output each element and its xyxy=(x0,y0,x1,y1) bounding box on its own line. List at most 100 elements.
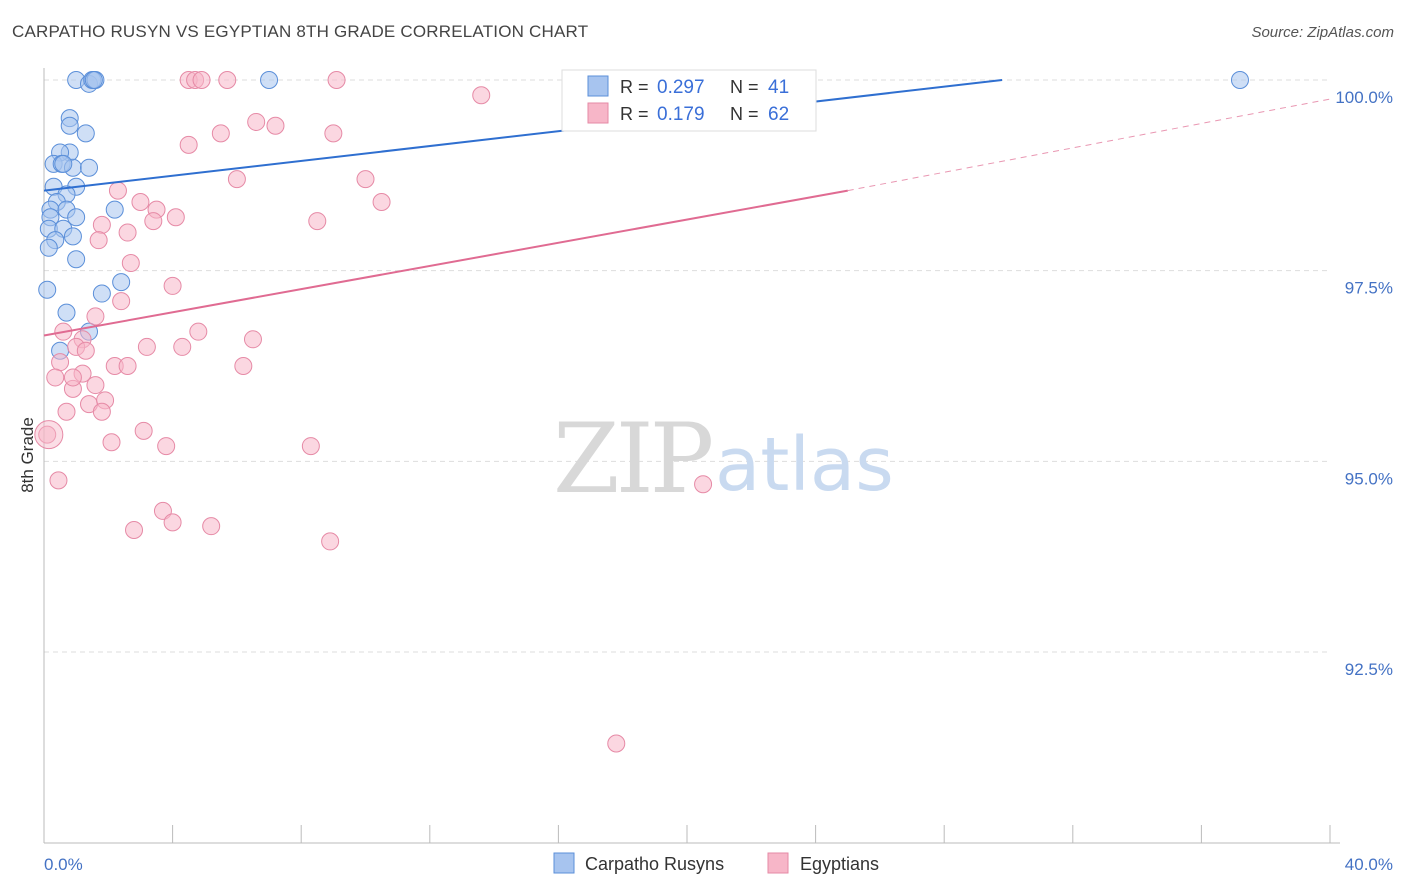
egyptian-point xyxy=(102,433,121,452)
egyptian-point xyxy=(92,215,111,234)
y-tick-label: 100.0% xyxy=(1335,88,1393,107)
y-tick-label: 97.5% xyxy=(1345,279,1393,298)
carpatho-rusyn-point xyxy=(84,71,103,89)
egyptian-point xyxy=(112,292,131,311)
egyptian-point xyxy=(301,437,320,456)
legend-r-label-blue: R = xyxy=(620,77,649,97)
egyptian-point xyxy=(694,475,713,494)
bottom-legend: Carpatho Rusyns Egyptians xyxy=(553,852,879,874)
egyptian-point xyxy=(163,276,182,295)
source-label: Source: ZipAtlas.com xyxy=(1251,24,1394,41)
carpatho-rusyn-point xyxy=(105,200,124,219)
egyptian-point xyxy=(327,71,346,89)
egyptian-point xyxy=(121,254,140,273)
egyptian-point xyxy=(51,353,70,372)
egyptian-point xyxy=(137,337,156,356)
pink-trend-extension xyxy=(847,98,1331,192)
egyptian-point xyxy=(218,71,237,89)
bottom-legend-label-pink: Egyptians xyxy=(800,854,879,874)
egyptian-point xyxy=(92,402,111,421)
legend-n-label-blue: N = xyxy=(730,77,759,97)
egyptian-point xyxy=(243,330,262,349)
carpatho-rusyn-point xyxy=(112,273,131,292)
egyptian-point xyxy=(89,231,108,250)
legend-r-value-blue: 0.297 xyxy=(657,77,705,98)
egyptian-point xyxy=(163,513,182,532)
carpatho-rusyn-point xyxy=(92,284,111,303)
egyptian-point xyxy=(247,112,266,131)
legend-n-value-pink: 62 xyxy=(768,104,789,125)
carpatho-rusyn-point xyxy=(38,280,57,299)
carpatho-rusyn-point xyxy=(80,158,99,177)
egyptian-point xyxy=(63,368,82,387)
carpatho-rusyn-point xyxy=(54,154,73,173)
egyptian-point xyxy=(173,337,192,356)
egyptian-point xyxy=(166,208,185,227)
carpatho-rusyn-point xyxy=(67,208,86,227)
y-tick-label: 92.5% xyxy=(1345,660,1393,679)
legend-swatch-pink xyxy=(587,102,609,124)
y-axis-label: 8th Grade xyxy=(18,417,37,493)
carpatho-rusyn-point xyxy=(67,250,86,269)
egyptian-point xyxy=(134,421,153,440)
y-tick-labels: 92.5% 95.0% 97.5% 100.0% xyxy=(1335,88,1393,679)
egyptian-point xyxy=(211,124,230,143)
egyptian-point xyxy=(227,170,246,189)
watermark-atlas: atlas xyxy=(715,422,894,508)
bottom-legend-swatch-blue xyxy=(553,852,575,874)
carpatho-rusyn-point xyxy=(57,303,76,322)
egyptian-point xyxy=(192,71,211,89)
x-tick-label: 40.0% xyxy=(1345,855,1393,874)
egyptian-point xyxy=(321,532,340,551)
watermark-zip: ZIP xyxy=(553,403,712,515)
axes xyxy=(43,68,1340,844)
egyptian-point xyxy=(607,734,626,753)
egyptian-point xyxy=(189,322,208,341)
egyptian-point xyxy=(144,212,163,231)
x-tick-label: 0.0% xyxy=(44,855,83,874)
egyptian-point xyxy=(356,170,375,189)
watermark: ZIP atlas xyxy=(553,403,894,515)
trend-lines xyxy=(43,79,1331,337)
egyptian-point xyxy=(118,357,137,375)
egyptian-point xyxy=(179,135,198,154)
carpatho-rusyn-point xyxy=(39,238,58,257)
egyptian-point xyxy=(57,402,76,421)
chart-title: CARPATHO RUSYN VS EGYPTIAN 8TH GRADE COR… xyxy=(12,22,589,41)
legend-r-label-pink: R = xyxy=(620,104,649,124)
egyptian-point xyxy=(86,376,105,395)
egyptian-point xyxy=(125,520,144,539)
y-tick-label: 95.0% xyxy=(1345,469,1393,488)
legend-swatch-blue xyxy=(587,75,609,97)
egyptian-point xyxy=(372,193,391,212)
egyptian-point xyxy=(118,223,137,242)
egyptian-point xyxy=(472,86,491,105)
egyptian-point xyxy=(266,116,285,135)
egyptian-point xyxy=(49,471,68,490)
carpatho-rusyn-point xyxy=(76,124,95,143)
egyptian-point xyxy=(131,193,150,212)
bottom-legend-swatch-pink xyxy=(767,852,789,874)
legend-box: R = 0.297 N = 41 R = 0.179 N = 62 xyxy=(561,69,817,132)
carpatho-rusyn-point xyxy=(60,116,79,135)
egyptian-point xyxy=(108,181,127,200)
blue-trend-line xyxy=(43,79,1003,192)
carpatho-rusyn-point xyxy=(1230,71,1249,89)
legend-n-label-pink: N = xyxy=(730,104,759,124)
egyptian-point xyxy=(234,357,253,375)
egyptian-point xyxy=(38,425,57,444)
egyptian-point xyxy=(46,368,65,387)
legend-r-value-pink: 0.179 xyxy=(657,104,705,125)
bottom-legend-label-blue: Carpatho Rusyns xyxy=(585,854,724,874)
egyptian-point xyxy=(34,420,64,450)
carpatho-rusyn-point xyxy=(63,227,82,246)
egyptian-point xyxy=(76,341,95,360)
x-tick-labels: 0.0% 40.0% xyxy=(44,855,1393,874)
egyptian-point xyxy=(157,437,176,456)
carpatho-rusyn-point xyxy=(260,71,279,89)
legend-n-value-blue: 41 xyxy=(768,77,789,98)
egyptian-point xyxy=(324,124,343,143)
egyptian-point xyxy=(202,517,221,536)
pink-trend-line xyxy=(43,189,848,337)
